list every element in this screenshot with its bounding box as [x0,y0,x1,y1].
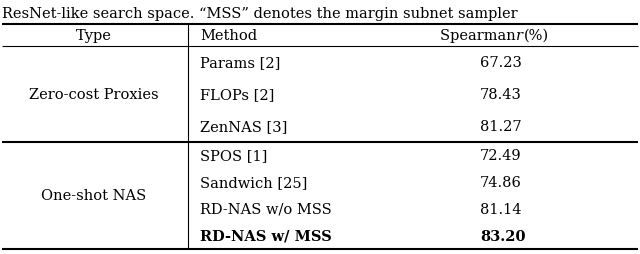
Text: 81.14: 81.14 [480,202,522,216]
Text: One-shot NAS: One-shot NAS [42,189,147,203]
Text: 81.27: 81.27 [480,120,522,133]
Text: 74.86: 74.86 [480,176,522,189]
Text: Params [2]: Params [2] [200,56,280,70]
Text: 78.43: 78.43 [480,88,522,102]
Text: 67.23: 67.23 [480,56,522,70]
Text: RD-NAS w/ MSS: RD-NAS w/ MSS [200,229,332,243]
Text: Spearman: Spearman [440,29,520,43]
Text: RD-NAS w/o MSS: RD-NAS w/o MSS [200,202,332,216]
Text: Method: Method [200,29,257,43]
Text: ResNet-like search space. “MSS” denotes the margin subnet sampler: ResNet-like search space. “MSS” denotes … [2,7,518,21]
Text: 72.49: 72.49 [480,149,522,163]
Text: FLOPs [2]: FLOPs [2] [200,88,275,102]
Text: Sandwich [25]: Sandwich [25] [200,176,307,189]
Text: ZenNAS [3]: ZenNAS [3] [200,120,287,133]
Text: r: r [516,29,523,43]
Text: (%): (%) [524,29,549,43]
Text: Type: Type [76,29,112,43]
Text: Zero-cost Proxies: Zero-cost Proxies [29,88,159,102]
Text: 83.20: 83.20 [480,229,525,243]
Text: SPOS [1]: SPOS [1] [200,149,268,163]
